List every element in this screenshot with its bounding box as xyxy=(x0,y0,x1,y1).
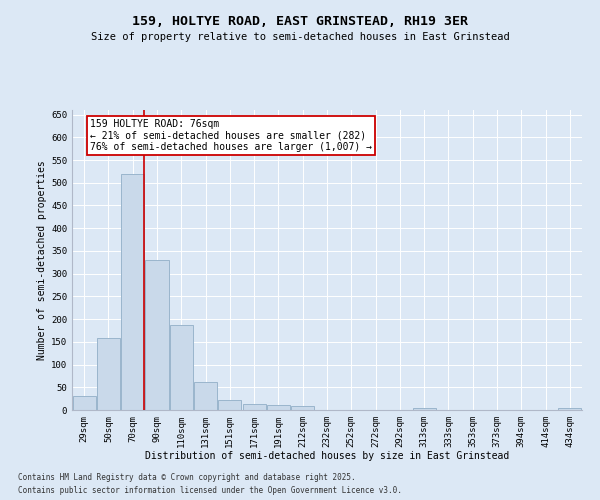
Text: Contains HM Land Registry data © Crown copyright and database right 2025.: Contains HM Land Registry data © Crown c… xyxy=(18,474,356,482)
Bar xyxy=(145,260,169,410)
Text: 159 HOLTYE ROAD: 76sqm
← 21% of semi-detached houses are smaller (282)
76% of se: 159 HOLTYE ROAD: 76sqm ← 21% of semi-det… xyxy=(90,119,372,152)
Bar xyxy=(267,406,290,410)
Bar xyxy=(559,408,581,410)
Bar xyxy=(291,406,314,410)
Bar xyxy=(413,408,436,410)
Y-axis label: Number of semi-detached properties: Number of semi-detached properties xyxy=(37,160,47,360)
Text: Size of property relative to semi-detached houses in East Grinstead: Size of property relative to semi-detach… xyxy=(91,32,509,42)
Bar xyxy=(121,174,144,410)
Bar xyxy=(242,404,266,410)
Bar xyxy=(170,324,193,410)
Bar xyxy=(97,338,120,410)
Text: Contains public sector information licensed under the Open Government Licence v3: Contains public sector information licen… xyxy=(18,486,402,495)
Bar xyxy=(73,396,95,410)
X-axis label: Distribution of semi-detached houses by size in East Grinstead: Distribution of semi-detached houses by … xyxy=(145,452,509,462)
Bar xyxy=(194,382,217,410)
Text: 159, HOLTYE ROAD, EAST GRINSTEAD, RH19 3ER: 159, HOLTYE ROAD, EAST GRINSTEAD, RH19 3… xyxy=(132,15,468,28)
Bar xyxy=(218,400,241,410)
